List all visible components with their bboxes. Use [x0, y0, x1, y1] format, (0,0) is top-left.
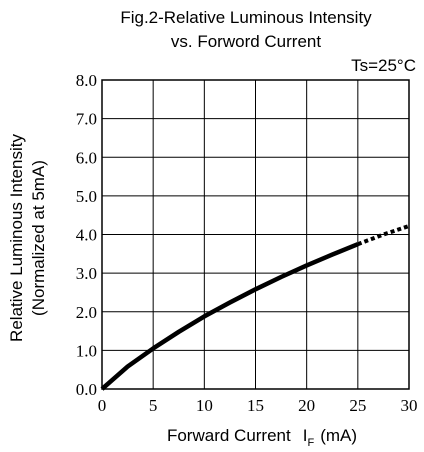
y-tick-label: 7.0	[76, 110, 97, 129]
x-tick-labels: 0 5 10 15 20 25 30	[98, 396, 418, 415]
x-tick-label: 30	[401, 396, 418, 415]
x-tick-label: 20	[298, 396, 315, 415]
measured-curve	[100, 242, 359, 391]
y-tick-labels: 0.0 1.0 2.0 3.0 4.0 5.0 6.0 7.0 8.0	[76, 71, 97, 399]
plot-frame	[101, 79, 410, 390]
y-axis-label-line2: (Normalized at 5mA)	[29, 160, 48, 316]
chart-title-line1: Fig.2-Relative Luminous Intensity	[120, 8, 372, 27]
chart-title-line2: vs. Forword Current	[171, 32, 321, 51]
y-tick-label: 4.0	[76, 226, 97, 245]
x-tick-label: 25	[349, 396, 366, 415]
x-axis-label: Forward Current IF (mA)	[167, 426, 357, 449]
extrapolated-curve	[357, 224, 410, 247]
y-tick-label: 3.0	[76, 264, 97, 283]
gridlines	[101, 79, 410, 390]
x-tick-label: 0	[98, 396, 107, 415]
y-tick-label: 0.0	[76, 380, 97, 399]
y-axis-label-line1: Relative Luminous Intensity	[7, 134, 26, 342]
y-tick-label: 5.0	[76, 187, 97, 206]
series-lines	[100, 224, 410, 391]
x-tick-label: 10	[196, 396, 213, 415]
y-tick-label: 1.0	[76, 341, 97, 360]
x-axis-label-unit: (mA)	[320, 426, 357, 445]
x-axis-label-symbol: I	[303, 426, 308, 445]
x-axis-label-main: Forward Current	[167, 426, 291, 445]
x-tick-label: 5	[149, 396, 158, 415]
condition-label: Ts=25°C	[351, 56, 416, 75]
y-tick-label: 8.0	[76, 71, 97, 90]
x-axis-label-subscript: F	[307, 437, 314, 449]
x-tick-label: 15	[247, 396, 264, 415]
y-tick-label: 6.0	[76, 148, 97, 167]
y-tick-label: 2.0	[76, 303, 97, 322]
